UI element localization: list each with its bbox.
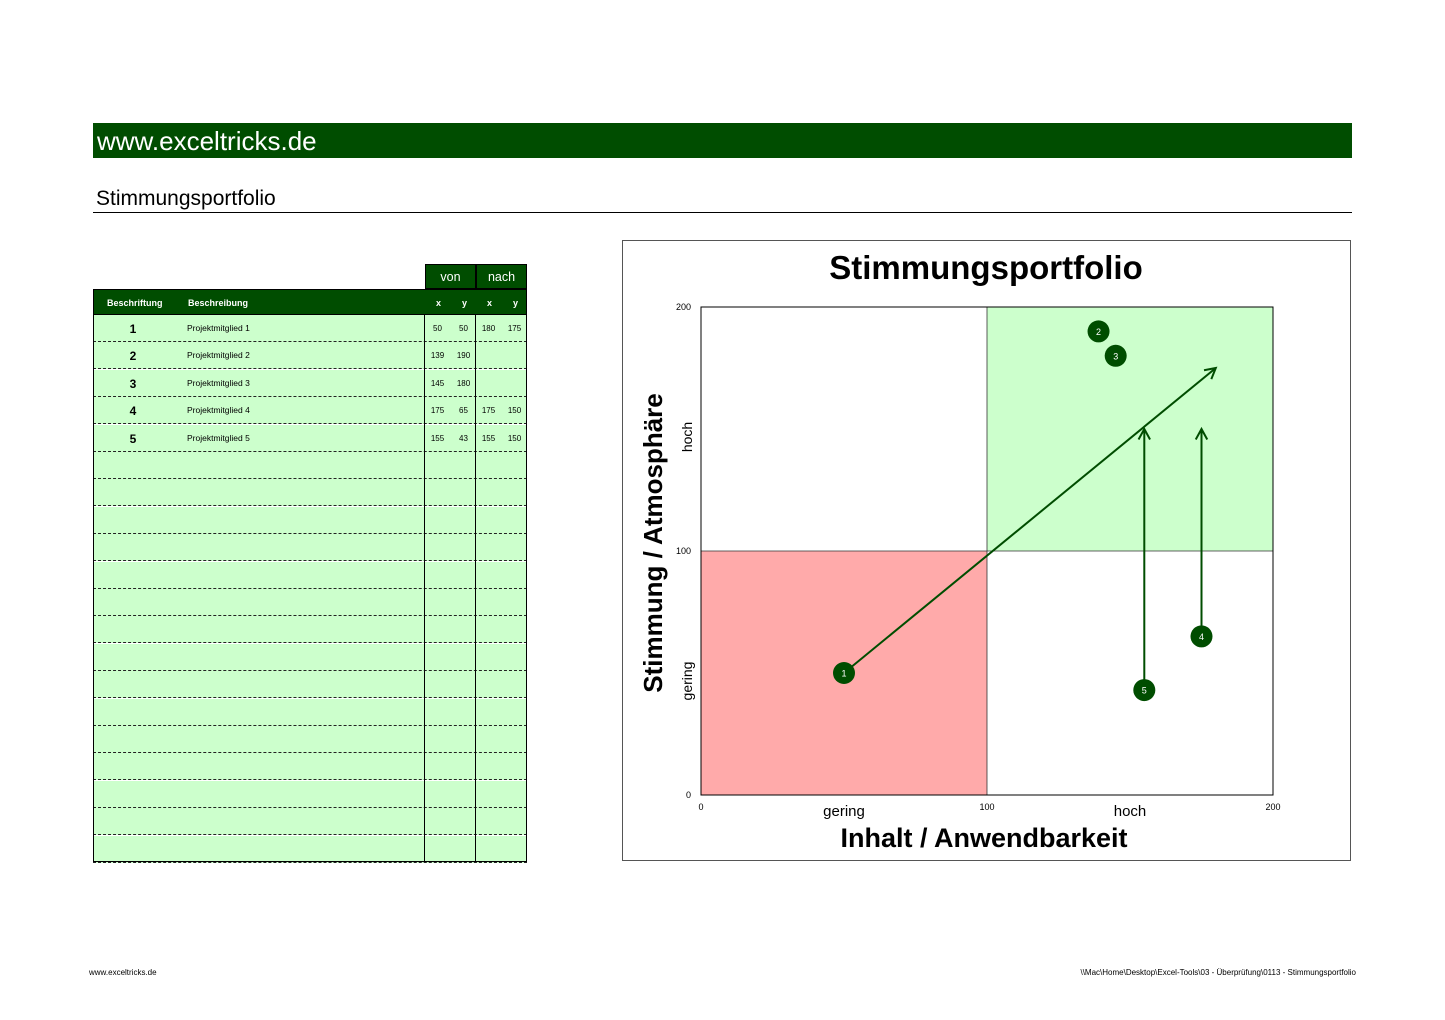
x-category-label: gering	[823, 803, 865, 820]
data-point-label: 4	[1199, 632, 1204, 642]
group-von-label: von	[440, 270, 461, 284]
col-separator-2	[475, 315, 476, 862]
row-label: 1	[129, 322, 137, 336]
footer-left: www.exceltricks.de	[89, 968, 157, 977]
row-label: 5	[129, 431, 137, 446]
row-description: Projektmitglied 4	[187, 405, 250, 416]
row-von-y: 190	[456, 351, 471, 361]
table-border	[93, 315, 527, 862]
col-header-nach-x: x	[487, 298, 493, 308]
row-von-y: 180	[456, 378, 471, 388]
arrow-head	[1203, 366, 1218, 380]
table-row	[93, 753, 527, 781]
x-axis-title: Inhalt / Anwendbarkeit	[840, 823, 1127, 853]
y-tick-label: 200	[676, 302, 691, 312]
row-description: Projektmitglied 5	[187, 432, 250, 443]
subtitle-underline	[93, 212, 1352, 213]
data-point-label: 1	[841, 669, 846, 679]
column-header-row: Beschriftung Beschreibung x y x y	[93, 289, 527, 315]
group-header-von: von	[425, 264, 476, 289]
sheet-subtitle: Stimmungsportfolio	[96, 187, 276, 210]
row-von-x: 50	[433, 324, 442, 333]
table-row	[93, 589, 527, 616]
row-von-x: 139	[430, 351, 445, 361]
data-point	[1104, 344, 1127, 367]
row-von-y: 50	[459, 324, 468, 333]
row-nach-x: 180	[481, 324, 496, 333]
footer-right: \\Mac\Home\Desktop\Excel-Tools\03 - Über…	[1080, 968, 1356, 977]
col-header-label: Beschriftung	[107, 298, 163, 308]
table-row	[93, 452, 527, 479]
arrow-head	[1137, 426, 1151, 441]
chart-frame: Stimmungsportfolio 0 100 200 0 100 200 gering h…	[622, 240, 1351, 861]
data-point-label: 5	[1142, 686, 1147, 696]
y-axis-title: Stimmung / Atmosphäre	[638, 393, 668, 693]
row-nach-y: 175	[507, 324, 522, 333]
arrow-head	[1194, 426, 1209, 441]
table-row	[93, 780, 527, 808]
row-von-y: 65	[459, 406, 468, 416]
table-row: 5 Projektmitglied 5 155 43 155 150	[93, 424, 527, 452]
y-category-label: hoch	[679, 422, 695, 452]
table-row	[93, 506, 527, 534]
col-separator-1	[424, 315, 425, 862]
col-header-desc: Beschreibung	[188, 298, 249, 308]
site-title: www.exceltricks.de	[97, 126, 317, 156]
x-tick-label: 200	[1265, 802, 1280, 812]
row-nach-y: 150	[507, 406, 522, 416]
data-point-label: 2	[1096, 327, 1101, 337]
group-nach-label: nach	[487, 270, 516, 284]
row-description: Projektmitglied 2	[187, 350, 250, 361]
site-banner: www.exceltricks.de	[93, 123, 1352, 158]
y-tick-label: 100	[676, 546, 691, 556]
table-row: 1 Projektmitglied 1 50 50 180 175	[93, 315, 527, 342]
table-row	[93, 835, 527, 863]
plot-area-border	[700, 306, 1274, 796]
table-row	[93, 643, 527, 671]
y-tick-label: 0	[686, 790, 691, 800]
data-point	[1087, 320, 1110, 343]
row-label: 2	[129, 349, 137, 364]
y-category-label: gering	[679, 662, 695, 701]
data-point	[1133, 679, 1156, 702]
row-nach-x: 155	[481, 433, 496, 443]
x-tick-label: 0	[698, 802, 703, 812]
table-row: 2 Projektmitglied 2 139 190	[93, 342, 527, 370]
table-row: 3 Projektmitglied 3 145 180	[93, 369, 527, 397]
group-header-nach: nach	[476, 264, 527, 289]
col-header-nach-y: y	[513, 298, 519, 308]
col-header-von-y: y	[462, 298, 468, 308]
table-row	[93, 671, 527, 699]
row-von-x: 155	[430, 433, 445, 443]
row-description: Projektmitglied 3	[187, 377, 250, 388]
x-category-label: hoch	[1114, 803, 1147, 820]
table-row	[93, 808, 527, 836]
portfolio-chart: Stimmungsportfolio 0 100 200 0 100 200 gering h…	[638, 249, 1281, 853]
data-point	[833, 662, 855, 684]
arrow-line	[843, 367, 1217, 674]
row-von-x: 175	[430, 406, 445, 416]
quadrant-high-high	[987, 307, 1273, 551]
table-row	[93, 726, 527, 753]
table-row	[93, 534, 527, 562]
row-nach-x: 175	[481, 406, 496, 416]
chart-title: Stimmungsportfolio	[829, 249, 1142, 286]
table-row: 4 Projektmitglied 4 175 65 175 150	[93, 397, 527, 425]
table-row	[93, 479, 527, 507]
row-description: Projektmitglied 1	[187, 323, 250, 333]
row-label: 4	[129, 404, 137, 419]
table-row	[93, 561, 527, 589]
col-header-von-x: x	[436, 298, 442, 308]
data-point	[1190, 625, 1213, 648]
x-tick-label: 100	[979, 802, 994, 812]
table-row	[93, 698, 527, 726]
row-label: 3	[129, 376, 137, 391]
row-von-y: 43	[459, 433, 468, 443]
row-von-x: 145	[430, 378, 445, 388]
table-row	[93, 616, 527, 644]
row-nach-y: 150	[507, 433, 522, 443]
data-point-label: 3	[1113, 351, 1118, 361]
